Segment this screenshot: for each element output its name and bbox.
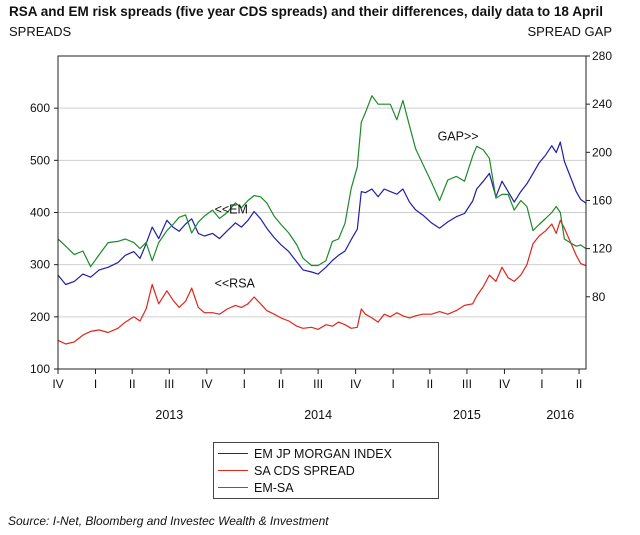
- quarter-label: II: [427, 377, 434, 391]
- quarter-label: IV: [499, 377, 510, 391]
- grid-lines: [58, 107, 586, 318]
- chart-title: RSA and EM risk spreads (five year CDS s…: [9, 4, 603, 19]
- legend-swatch-em: [218, 453, 248, 454]
- right-tick-label: 80: [592, 290, 606, 304]
- quarter-label: IV: [350, 377, 361, 391]
- quarter-label: IV: [201, 377, 212, 391]
- series-line-1: [57, 219, 587, 345]
- right-tick-label: 240: [592, 97, 612, 111]
- quarter-label: II: [129, 377, 136, 391]
- left-tick-label: 300: [30, 258, 50, 272]
- legend-label-em: EM JP MORGAN INDEX: [254, 446, 392, 461]
- quarter-label: II: [576, 377, 583, 391]
- source-note: Source: I-Net, Bloomberg and Investec We…: [8, 514, 329, 528]
- legend-item-sa: SA CDS SPREAD: [218, 462, 434, 479]
- legend-swatch-sa: [218, 470, 248, 471]
- quarter-label: III: [164, 377, 174, 391]
- quarter-label: I: [94, 377, 97, 391]
- legend: EM JP MORGAN INDEX SA CDS SPREAD EM-SA: [213, 442, 439, 499]
- series-lines: [57, 95, 587, 345]
- right-axis-label: SPREAD GAP: [527, 24, 612, 39]
- chart-annotations: <<EM <<RSA GAP>>: [215, 129, 479, 290]
- left-tick-label: 600: [30, 101, 50, 115]
- legend-item-em: EM JP MORGAN INDEX: [218, 445, 434, 462]
- left-tick-label: 200: [30, 310, 50, 324]
- annotation-label: <<EM: [215, 203, 248, 217]
- axis-ticks: [54, 55, 590, 374]
- quarter-label: II: [278, 377, 285, 391]
- right-tick-label: 120: [592, 242, 612, 256]
- quarter-label: I: [243, 377, 246, 391]
- series-line-2: [57, 95, 587, 268]
- annotation-label: GAP>>: [438, 129, 479, 143]
- left-tick-label: 500: [30, 153, 50, 167]
- quarter-label: IV: [52, 377, 63, 391]
- left-tick-label: 100: [30, 362, 50, 376]
- left-axis-label: SPREADS: [9, 24, 72, 39]
- year-label: 2013: [155, 408, 183, 422]
- right-tick-label: 280: [592, 49, 612, 63]
- legend-swatch-gap: [218, 487, 248, 488]
- year-label: 2014: [304, 408, 332, 422]
- quarter-label: III: [313, 377, 323, 391]
- left-tick-label: 400: [30, 206, 50, 220]
- year-label: 2016: [546, 408, 574, 422]
- series-line-0: [57, 141, 587, 286]
- year-label: 2015: [453, 408, 481, 422]
- legend-label-gap: EM-SA: [254, 480, 294, 495]
- right-tick-label: 160: [592, 193, 612, 207]
- quarter-label: I: [540, 377, 543, 391]
- legend-item-gap: EM-SA: [218, 479, 434, 496]
- legend-label-sa: SA CDS SPREAD: [254, 463, 355, 478]
- quarter-label: I: [391, 377, 394, 391]
- quarter-label: III: [462, 377, 472, 391]
- right-tick-label: 200: [592, 145, 612, 159]
- annotation-label: <<RSA: [215, 277, 256, 291]
